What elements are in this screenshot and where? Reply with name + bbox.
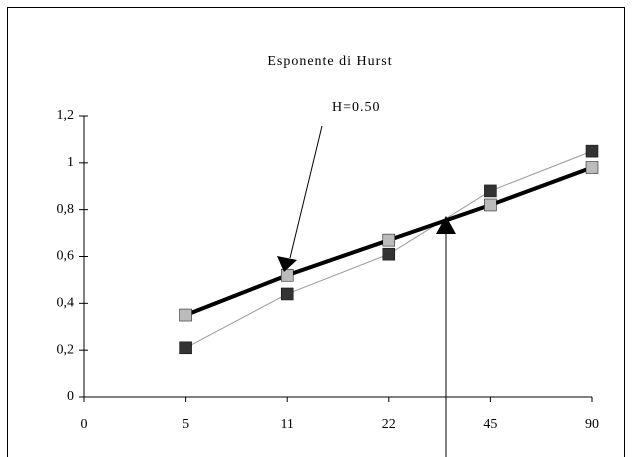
data-point bbox=[382, 247, 396, 261]
x-tick-label: 22 bbox=[382, 417, 396, 432]
data-point bbox=[280, 287, 294, 301]
y-tick-label: 0,8 bbox=[57, 202, 75, 217]
data-point bbox=[179, 308, 192, 322]
y-tick-label: 0,6 bbox=[57, 249, 75, 264]
data-point bbox=[280, 268, 294, 282]
data-point bbox=[484, 198, 497, 212]
data-point bbox=[585, 144, 599, 158]
y-tick-label: 0,4 bbox=[57, 296, 75, 311]
data-point bbox=[179, 341, 192, 355]
x-tick-label: 5 bbox=[182, 417, 189, 432]
y-tick-label: 1,2 bbox=[57, 108, 75, 123]
data-point bbox=[382, 233, 396, 247]
data-point bbox=[585, 161, 599, 174]
chart-title: Esponente di Hurst bbox=[267, 54, 392, 69]
x-tick-label: 0 bbox=[81, 417, 88, 432]
annotation: H=0.50 bbox=[332, 100, 381, 115]
x-tick-label: 11 bbox=[280, 417, 293, 432]
annotation-arrowhead bbox=[277, 256, 297, 272]
data-point bbox=[484, 184, 497, 198]
annotation-arrow bbox=[289, 125, 323, 259]
x-tick-label: 45 bbox=[483, 417, 497, 432]
plot-area: 0 0,2 0,4 0,6 0,8 1 1,2 0 5 11 22 45 90 bbox=[57, 108, 600, 432]
y-tick-label: 0 bbox=[67, 389, 74, 404]
chart-frame bbox=[7, 7, 625, 457]
y-tick-label: 1 bbox=[67, 155, 74, 170]
x-tick-label: 90 bbox=[585, 417, 599, 432]
marker-arrowhead bbox=[436, 216, 456, 234]
y-tick-label: 0,2 bbox=[57, 342, 75, 357]
